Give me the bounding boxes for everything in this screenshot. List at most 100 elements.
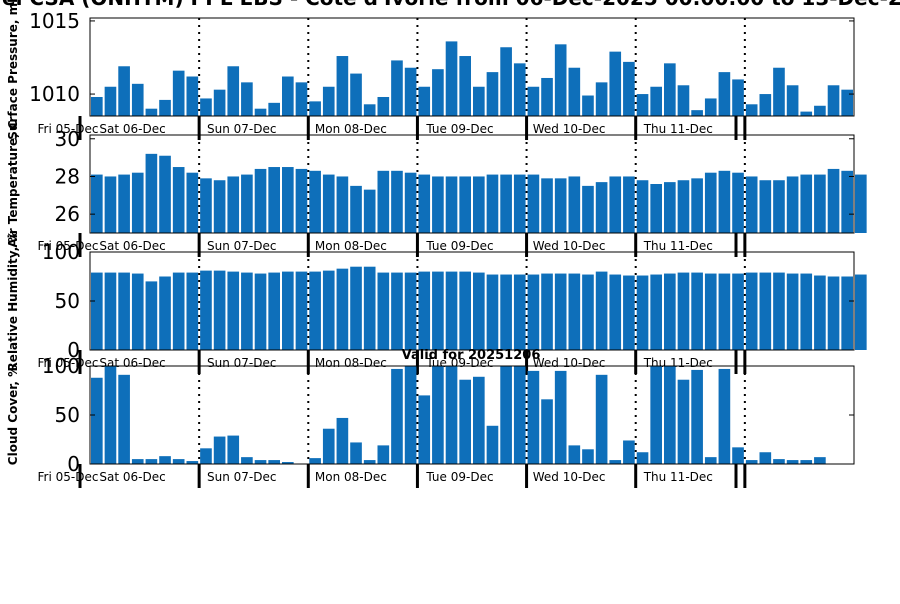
air-temperature-bar	[254, 168, 267, 233]
cloud-cover-bar	[213, 436, 226, 464]
surface-pressure-bar	[473, 86, 485, 116]
cloud-cover-day-label: Mon 08-Dec	[315, 470, 387, 484]
surface-pressure-bar	[677, 85, 690, 116]
surface-pressure-bar	[704, 98, 717, 116]
cloud-cover-bar	[473, 376, 485, 464]
surface-pressure-bar	[486, 72, 499, 116]
relative-humidity-bar	[377, 272, 390, 350]
surface-pressure-bar	[241, 82, 253, 116]
relative-humidity-bar	[636, 275, 649, 350]
cloud-cover-bar	[159, 456, 171, 464]
relative-humidity-ytick-label: 100	[42, 240, 80, 264]
surface-pressure-day-label: Mon 08-Dec	[315, 122, 387, 136]
relative-humidity-bar	[500, 274, 512, 350]
surface-pressure-bar	[745, 104, 758, 116]
relative-humidity-bar	[363, 266, 376, 350]
cloud-cover-bar	[104, 366, 117, 464]
cloud-cover-ytick-label: 100	[42, 354, 80, 378]
air-temperature-bar	[404, 172, 417, 233]
cloud-cover-bar	[254, 460, 267, 464]
cloud-cover-bar	[609, 460, 622, 464]
air-temperature-day-label: Tue 09-Dec	[425, 239, 493, 253]
relative-humidity-bar	[131, 273, 144, 350]
relative-humidity-ylabel: Relative Humidity, %	[6, 231, 20, 372]
surface-pressure-bar	[404, 67, 417, 116]
relative-humidity-bar	[200, 270, 212, 350]
cloud-cover-bar	[350, 442, 362, 464]
air-temperature-day-label: Sat 06-Dec	[99, 239, 165, 253]
cloud-cover-bar	[186, 461, 199, 464]
air-temperature-bar	[145, 153, 158, 233]
air-temperature-bar	[704, 172, 717, 233]
air-temperature-bar	[827, 168, 840, 233]
cloud-cover-day-label: Sat 06-Dec	[99, 470, 165, 484]
air-temperature-start-label: Fri 05-Dec	[38, 239, 99, 253]
cloud-cover-bar	[282, 462, 294, 464]
relative-humidity-bar	[404, 272, 417, 350]
air-temperature-bar	[131, 172, 144, 233]
surface-pressure-bar	[664, 63, 676, 116]
relative-humidity-bar	[486, 274, 499, 350]
relative-humidity-bar	[732, 273, 744, 350]
relative-humidity-bar	[759, 272, 772, 350]
surface-pressure-bar	[254, 108, 267, 116]
cloud-cover-bar	[636, 452, 649, 464]
relative-humidity-bar	[855, 274, 867, 350]
chart-subtitle: Valid for 20251206	[402, 348, 541, 363]
air-temperature-bar	[350, 185, 362, 233]
air-temperature-bar	[718, 170, 731, 233]
cloud-cover-bar	[773, 459, 785, 464]
air-temperature-bar	[104, 176, 117, 233]
chart-title: el CSA (ONHTM) PPL EBS - Cote d'Ivorie f…	[2, 0, 900, 10]
surface-pressure-bar	[541, 77, 553, 116]
cloud-cover-day-label: Thu 11-Dec	[643, 470, 713, 484]
surface-pressure-bar	[322, 86, 335, 116]
surface-pressure-bar	[432, 69, 444, 116]
air-temperature-bar	[786, 176, 799, 233]
surface-pressure-bar	[268, 102, 280, 116]
surface-pressure-bar	[636, 94, 649, 116]
relative-humidity-bar	[268, 272, 280, 350]
cloud-cover-bar	[718, 368, 731, 464]
surface-pressure-bar	[186, 76, 199, 116]
relative-humidity-day-label: Sun 07-Dec	[207, 356, 276, 370]
air-temperature-axes-frame	[89, 134, 855, 234]
air-temperature-bar	[363, 189, 376, 233]
relative-humidity-bar	[241, 272, 253, 350]
air-temperature-bar	[582, 185, 594, 233]
cloud-cover-bar	[650, 366, 662, 464]
cloud-cover-ytick-label: 0	[67, 452, 80, 476]
cloud-cover-bar	[486, 425, 499, 464]
cloud-cover-bar	[91, 377, 103, 464]
air-temperature-bar	[773, 180, 785, 233]
relative-humidity-bar	[350, 266, 362, 350]
air-temperature-bar	[527, 174, 540, 233]
relative-humidity-bar	[145, 281, 158, 350]
relative-humidity-bar	[513, 274, 526, 350]
relative-humidity-bar	[718, 273, 731, 350]
air-temperature-bar	[459, 176, 471, 233]
surface-pressure-bar	[282, 76, 294, 116]
cloud-cover-bar	[745, 460, 758, 464]
surface-pressure-day-label: Tue 09-Dec	[425, 122, 493, 136]
air-temperature-bar	[336, 176, 349, 233]
surface-pressure-bar	[800, 111, 813, 116]
cloud-cover-bar	[623, 440, 635, 464]
relative-humidity-bar	[104, 272, 117, 350]
cloud-cover-bar	[404, 366, 417, 464]
relative-humidity-bar	[418, 271, 431, 350]
relative-humidity-bar	[295, 271, 308, 350]
air-temperature-bar	[377, 170, 390, 233]
air-temperature-bar	[841, 170, 853, 233]
air-temperature-bar	[636, 180, 649, 233]
air-temperature-bar	[800, 174, 813, 233]
surface-pressure-day-label: Wed 10-Dec	[533, 122, 606, 136]
air-temperature-bar	[609, 176, 622, 233]
cloud-cover-bar	[814, 457, 826, 464]
relative-humidity-ytick-label: 0	[67, 338, 80, 362]
air-temperature-day-label: Thu 11-Dec	[643, 239, 713, 253]
relative-humidity-day-label: Wed 10-Dec	[533, 356, 606, 370]
cloud-cover-day-label: Sun 07-Dec	[207, 470, 276, 484]
